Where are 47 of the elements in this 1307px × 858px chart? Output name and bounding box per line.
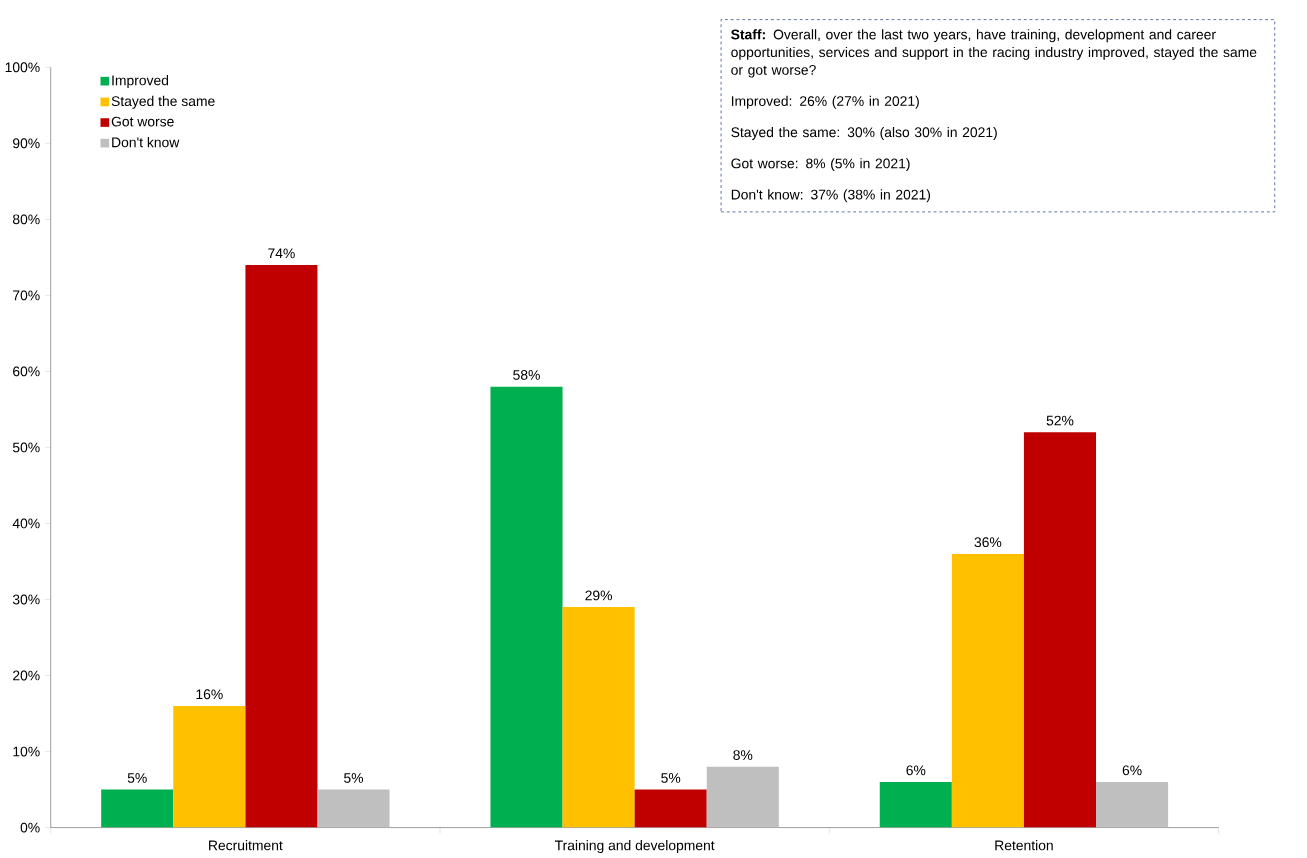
data-label: 6% (1122, 765, 1142, 776)
data-label: 5% (344, 773, 364, 783)
data-label: 6% (906, 765, 926, 776)
y-tick-label: 80% (12, 214, 40, 225)
data-label: 16% (196, 689, 223, 700)
legend-label: Got worse (111, 116, 174, 127)
data-label: 5% (661, 773, 681, 783)
annotation: Staff: Overall, over the last two years, have training, development and career opportunities, services and support in the racing industry improved, stayed the same or got worse? (731, 29, 1257, 78)
data-label: 29% (585, 590, 613, 601)
bar (245, 265, 318, 828)
y-tick-label: 20% (13, 670, 40, 681)
x-tick-label: Training and development (554, 840, 715, 854)
bar (101, 789, 174, 828)
y-tick-label: 30% (12, 594, 40, 605)
bar (879, 782, 952, 828)
bar (317, 789, 390, 828)
bar (490, 386, 563, 828)
annotation: Got worse: 8% (5% in 2021) (731, 158, 910, 172)
annotation: Stayed the same: 30% (also 30% in 2021) (731, 127, 997, 141)
data-label: 8% (733, 750, 753, 761)
y-tick-label: 40% (12, 518, 40, 529)
data-label: 5% (127, 773, 147, 783)
y-tick-label: 50% (12, 442, 40, 453)
y-tick-label: 90% (13, 138, 40, 149)
y-tick-label: 60% (13, 366, 40, 377)
y-tick-label: 70% (13, 290, 40, 301)
bar (562, 607, 635, 828)
bar (1023, 432, 1097, 828)
annotation: Improved: 26% (27% in 2021) (731, 95, 919, 109)
legend-label: Improved (112, 75, 169, 89)
bar (951, 554, 1024, 828)
y-tick-label: 100% (5, 62, 40, 73)
y-tick-label: 0% (20, 822, 40, 833)
x-tick-label: Recruitment (209, 840, 283, 851)
data-label: 52% (1046, 415, 1074, 426)
bar (706, 766, 779, 828)
bar (1096, 782, 1169, 828)
legend-label: Don't know (112, 137, 180, 148)
x-tick-label: Retention (995, 840, 1053, 851)
y-tick-label: 10% (13, 746, 40, 757)
annotation: Don't know: 37% (38% in 2021) (731, 189, 931, 203)
bar (634, 789, 707, 828)
data-label: 58% (513, 370, 540, 381)
data-label: 74% (268, 248, 295, 259)
data-label: 36% (974, 537, 1002, 548)
legend-label: Stayed the same (111, 96, 215, 109)
bar (173, 706, 246, 828)
